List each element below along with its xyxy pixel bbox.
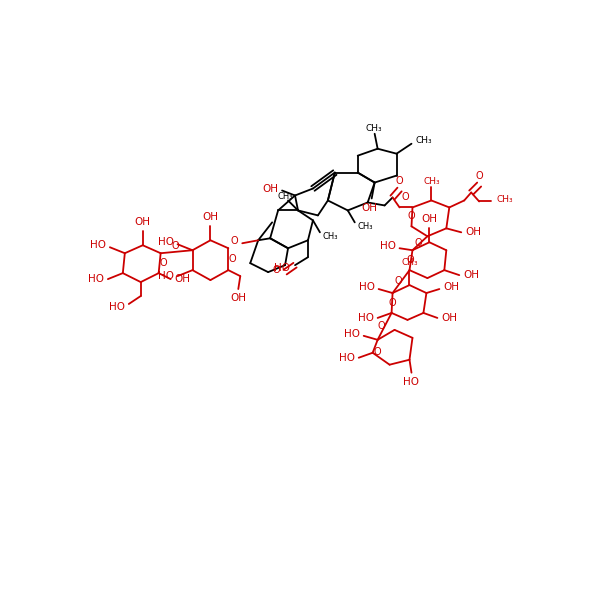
Text: HO: HO bbox=[274, 263, 290, 273]
Text: CH₃: CH₃ bbox=[415, 136, 432, 145]
Text: O: O bbox=[272, 265, 280, 275]
Text: CH₃: CH₃ bbox=[277, 192, 293, 201]
Text: O: O bbox=[475, 170, 483, 181]
Text: O: O bbox=[389, 298, 397, 308]
Text: HO: HO bbox=[358, 313, 374, 323]
Text: OH: OH bbox=[442, 313, 457, 323]
Text: OH: OH bbox=[262, 184, 278, 194]
Text: CH₃: CH₃ bbox=[365, 124, 382, 133]
Text: HO: HO bbox=[158, 271, 173, 281]
Text: OH: OH bbox=[421, 214, 437, 224]
Text: HO: HO bbox=[344, 329, 360, 339]
Text: OH: OH bbox=[463, 270, 479, 280]
Text: O: O bbox=[229, 254, 236, 264]
Text: HO: HO bbox=[380, 241, 395, 251]
Text: HO: HO bbox=[109, 302, 125, 312]
Text: CH₃: CH₃ bbox=[423, 177, 440, 186]
Text: OH: OH bbox=[443, 282, 460, 292]
Text: HO: HO bbox=[403, 377, 419, 386]
Text: HO: HO bbox=[90, 240, 106, 250]
Text: O: O bbox=[407, 255, 414, 265]
Text: OH: OH bbox=[230, 293, 246, 303]
Text: OH: OH bbox=[175, 274, 191, 284]
Text: O: O bbox=[230, 236, 238, 246]
Text: CH₃: CH₃ bbox=[496, 195, 513, 204]
Text: O: O bbox=[172, 241, 179, 251]
Text: O: O bbox=[395, 276, 403, 286]
Text: CH₃: CH₃ bbox=[401, 258, 418, 267]
Text: O: O bbox=[378, 321, 385, 331]
Text: O: O bbox=[407, 211, 415, 221]
Text: O: O bbox=[160, 258, 167, 268]
Text: HO: HO bbox=[339, 353, 355, 363]
Text: HO: HO bbox=[359, 282, 374, 292]
Text: CH₃: CH₃ bbox=[323, 232, 338, 241]
Text: OH: OH bbox=[202, 212, 218, 223]
Text: O: O bbox=[415, 238, 422, 248]
Text: OH: OH bbox=[465, 227, 481, 238]
Text: OH: OH bbox=[362, 203, 377, 214]
Text: HO: HO bbox=[88, 274, 104, 284]
Text: O: O bbox=[401, 193, 409, 202]
Text: CH₃: CH₃ bbox=[358, 222, 373, 231]
Text: O: O bbox=[396, 176, 403, 185]
Text: OH: OH bbox=[135, 217, 151, 227]
Text: HO: HO bbox=[158, 237, 173, 247]
Text: O: O bbox=[374, 347, 382, 357]
